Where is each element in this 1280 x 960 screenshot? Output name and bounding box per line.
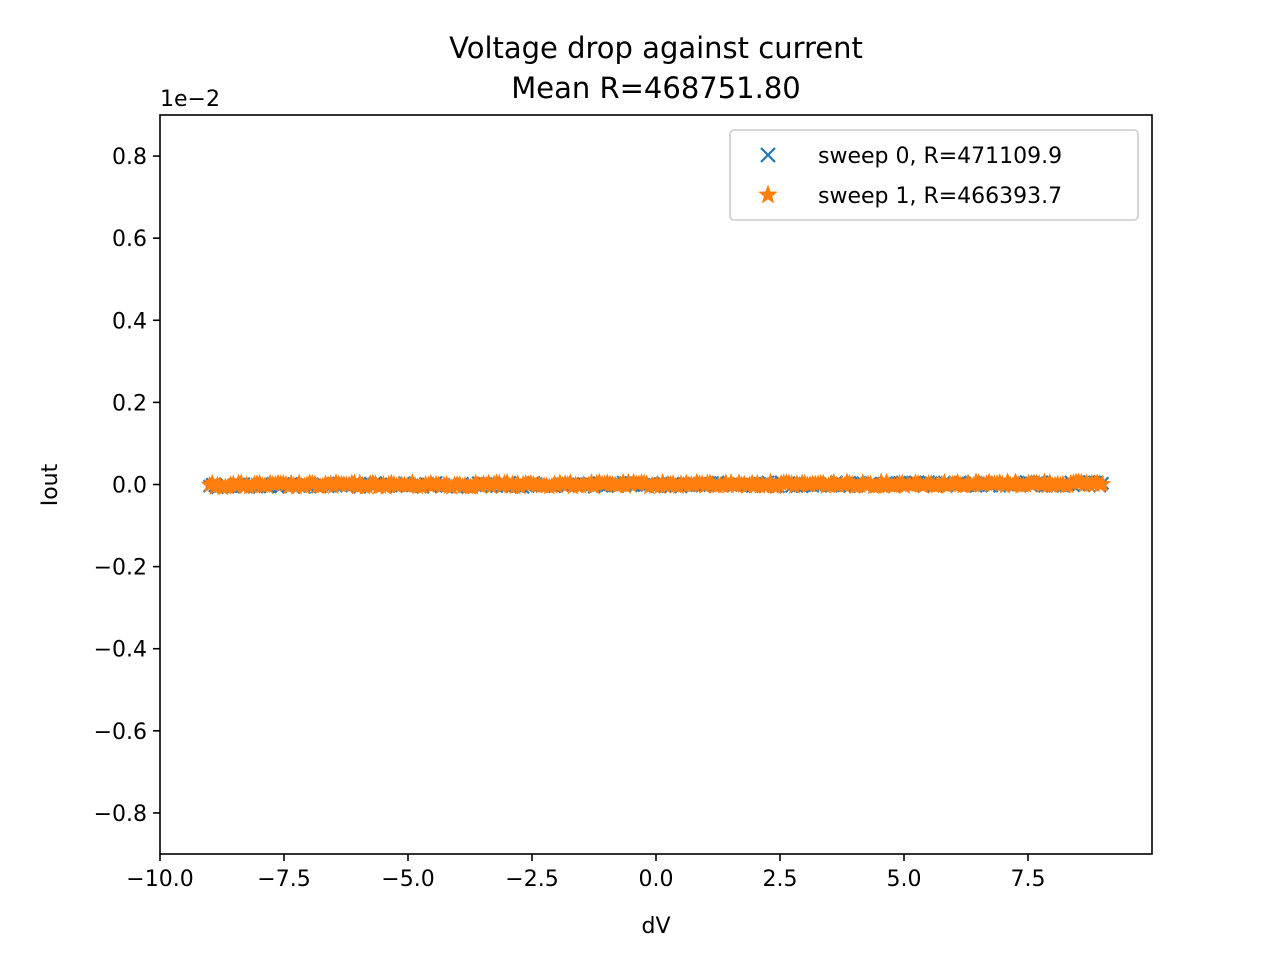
y-tick-label: 0.8 [112,145,147,170]
y-axis-label: Iout [38,463,63,506]
y-tick-label: −0.4 [94,638,147,663]
series-1-points [200,472,1112,496]
y-tick-label: −0.6 [94,720,147,745]
y-tick-label: 0.0 [112,474,147,499]
x-tick-label: 0.0 [639,867,674,892]
legend-marker-x [760,147,776,163]
chart-title: Voltage drop against current [449,31,863,65]
x-tick-label: 7.5 [1011,867,1046,892]
y-tick-label: −0.8 [94,802,147,827]
x-tick-label: −10.0 [126,867,193,892]
x-tick-label: −5.0 [381,867,434,892]
scatter-point [1093,474,1112,492]
legend-marker-star [758,184,778,204]
x-tick-label: 2.5 [763,867,798,892]
x-tick-label: −2.5 [505,867,558,892]
y-tick-label: 0.6 [112,227,147,252]
legend-box [729,129,1139,221]
chart-subtitle: Mean R=468751.80 [511,71,801,105]
x-tick-label: 5.0 [887,867,922,892]
legend-label: sweep 0, R=471109.9 [818,144,1062,169]
data-points [200,472,1112,496]
y-axis-multiplier: 1e−2 [160,87,220,112]
y-tick-label: 0.2 [112,391,147,416]
y-axis-ticks: −0.8 −0.6 −0.4 −0.2 0.0 0.2 0.4 0.6 0.8 [94,145,160,827]
y-tick-label: −0.2 [94,556,147,581]
x-axis-ticks: −10.0 −7.5 −5.0 −2.5 0.0 2.5 5.0 7.5 [126,854,1046,892]
legend: sweep 0, R=471109.9 sweep 1, R=466393.7 [729,129,1139,221]
y-tick-label: 0.4 [112,309,147,334]
legend-label: sweep 1, R=466393.7 [818,184,1062,209]
x-tick-label: −7.5 [257,867,310,892]
x-axis-label: dV [641,914,670,939]
